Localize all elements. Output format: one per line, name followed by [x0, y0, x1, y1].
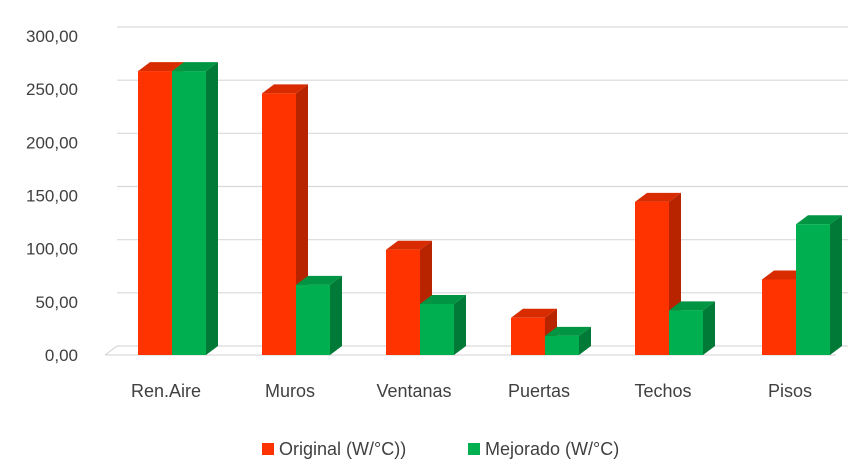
bar-top: [296, 275, 342, 285]
y-tick-label: 250,00: [26, 80, 78, 99]
bar-front: [138, 71, 172, 355]
bar-front: [172, 71, 206, 355]
bar-front: [420, 303, 454, 355]
bar-side: [330, 275, 342, 355]
bar-top: [545, 326, 591, 336]
bar-front: [386, 249, 420, 355]
bar-front: [796, 224, 830, 355]
bar-top: [635, 192, 681, 202]
legend-swatch-mejorado: [468, 443, 480, 455]
floor-edge: [104, 345, 118, 356]
bar-mejorado: [296, 275, 342, 355]
bar-mejorado: [669, 301, 715, 355]
bar-original: [511, 308, 557, 355]
y-tick-label: 150,00: [26, 187, 78, 206]
bar-front: [635, 201, 669, 355]
y-tick-label: 100,00: [26, 240, 78, 259]
y-tick-label: 300,00: [26, 27, 78, 46]
bar-top: [669, 301, 715, 311]
x-category-label: Pisos: [768, 381, 812, 401]
y-tick-label: 50,00: [35, 293, 78, 312]
bar-top: [796, 215, 842, 225]
bar-front: [262, 93, 296, 356]
bar-side: [703, 301, 715, 355]
x-category-label: Ren.Aire: [131, 381, 201, 401]
x-axis-categories: Ren.Aire Muros Ventanas Puertas Techos Pisos: [131, 381, 812, 401]
bar-side: [830, 215, 842, 355]
x-category-label: Puertas: [508, 381, 570, 401]
bar-top: [420, 294, 466, 304]
bar-mejorado: [172, 62, 218, 356]
bar-original: [635, 192, 681, 355]
legend: Original (W/°C)) Mejorado (W/°C): [262, 439, 619, 459]
bar-mejorado: [545, 326, 591, 355]
bar-top: [262, 84, 308, 94]
x-category-label: Ventanas: [376, 381, 451, 401]
bar-mejorado: [420, 294, 466, 355]
bars: [138, 62, 842, 356]
y-tick-label: 0,00: [45, 346, 78, 365]
bar-front: [545, 335, 579, 355]
bar-mejorado: [796, 215, 842, 355]
bar-top: [386, 240, 432, 250]
bar-top: [511, 308, 557, 318]
legend-label-mejorado: Mejorado (W/°C): [485, 439, 619, 459]
legend-label-original: Original (W/°C)): [279, 439, 406, 459]
bar-front: [669, 310, 703, 355]
x-category-label: Techos: [634, 381, 691, 401]
legend-swatch-original: [262, 443, 274, 455]
bar-front: [762, 279, 796, 355]
bar-side: [454, 294, 466, 355]
y-tick-label: 200,00: [26, 133, 78, 152]
bar-top: [172, 62, 218, 72]
bar-side: [206, 62, 218, 356]
gridlines: [104, 26, 848, 356]
bar-front: [511, 317, 545, 355]
bar-front: [296, 284, 330, 355]
bar-top: [138, 62, 184, 72]
bar-side: [579, 326, 591, 355]
x-category-label: Muros: [265, 381, 315, 401]
y-axis-ticks: 0,00 50,00 100,00 150,00 200,00 250,00 300,00: [26, 27, 78, 365]
